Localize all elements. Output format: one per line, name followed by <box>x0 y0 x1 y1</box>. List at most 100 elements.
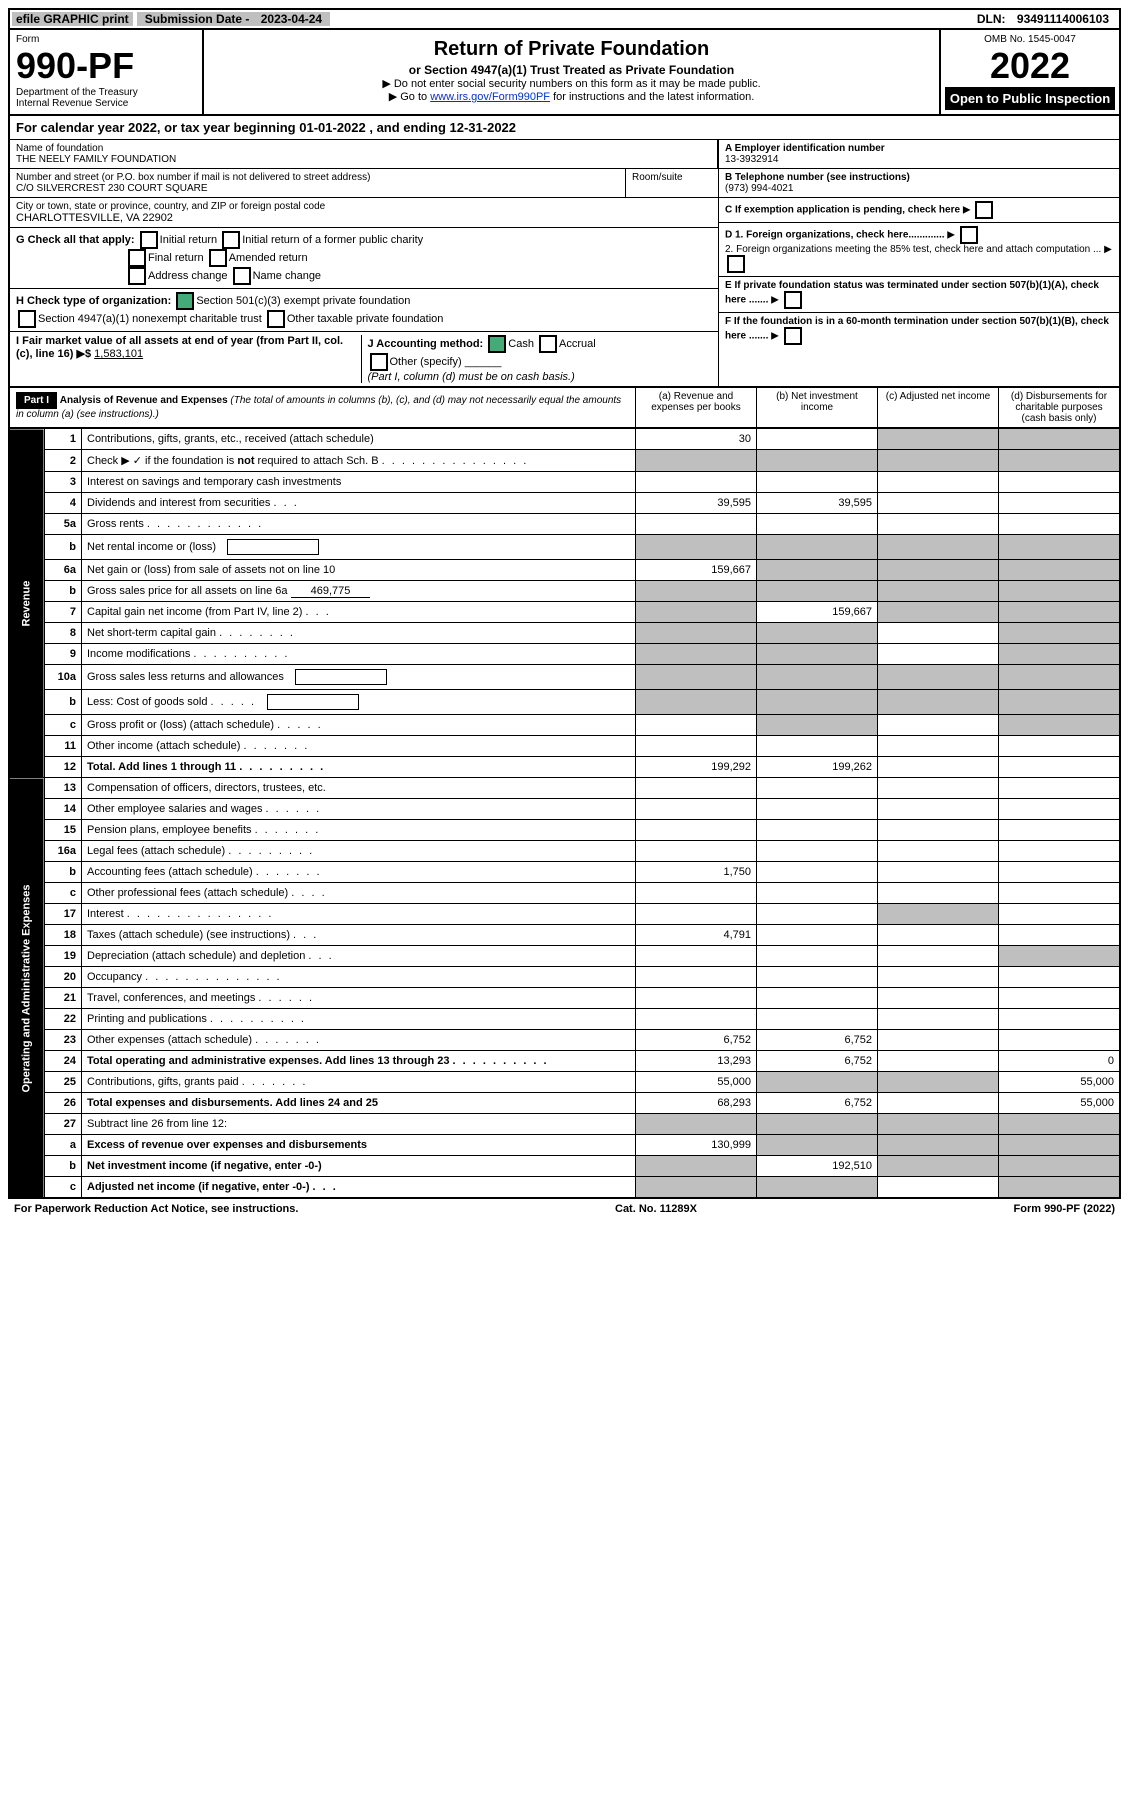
amount-cell <box>999 1114 1121 1135</box>
submission-date: Submission Date - 2023-04-24 <box>137 12 330 26</box>
amount-cell <box>999 665 1121 690</box>
line-number: 10a <box>45 665 82 690</box>
amount-cell: 199,292 <box>636 757 757 778</box>
line-description: Gross sales price for all assets on line… <box>82 581 636 602</box>
amount-cell <box>878 946 999 967</box>
table-row: 15Pension plans, employee benefits . . .… <box>9 820 1120 841</box>
table-row: 21Travel, conferences, and meetings . . … <box>9 988 1120 1009</box>
checkbox-terminated[interactable] <box>784 291 802 309</box>
tax-year: 2022 <box>945 45 1115 87</box>
table-row: 6aNet gain or (loss) from sale of assets… <box>9 560 1120 581</box>
amount-cell <box>878 820 999 841</box>
header-center: Return of Private Foundation or Section … <box>204 30 939 114</box>
table-row: Revenue1Contributions, gifts, grants, et… <box>9 429 1120 450</box>
amount-cell <box>636 1177 757 1199</box>
line-description: Taxes (attach schedule) (see instruction… <box>82 925 636 946</box>
amount-cell <box>636 472 757 493</box>
instr-1: ▶ Do not enter social security numbers o… <box>210 77 933 90</box>
checkbox-former-public[interactable] <box>222 231 240 249</box>
checkbox-name-change[interactable] <box>233 267 251 285</box>
checkbox-address-change[interactable] <box>128 267 146 285</box>
checkbox-foreign-org[interactable] <box>960 226 978 244</box>
amount-cell <box>878 690 999 715</box>
checkbox-4947a1[interactable] <box>18 310 36 328</box>
phone-value: (973) 994-4021 <box>725 183 793 194</box>
amount-cell <box>999 925 1121 946</box>
table-row: 5aGross rents . . . . . . . . . . . . <box>9 514 1120 535</box>
checkbox-final-return[interactable] <box>128 249 146 267</box>
amount-cell <box>878 560 999 581</box>
form-header: Form 990-PF Department of the Treasury I… <box>8 30 1121 116</box>
checkbox-accrual[interactable] <box>539 335 557 353</box>
amount-cell <box>636 665 757 690</box>
amount-cell <box>999 883 1121 904</box>
checkbox-initial-return[interactable] <box>140 231 158 249</box>
irs-link[interactable]: www.irs.gov/Form990PF <box>430 91 550 103</box>
table-row: 24Total operating and administrative exp… <box>9 1051 1120 1072</box>
checkbox-other-taxable[interactable] <box>267 310 285 328</box>
checkbox-60month[interactable] <box>784 327 802 345</box>
amount-cell <box>636 988 757 1009</box>
line-number: 12 <box>45 757 82 778</box>
amount-cell <box>757 778 878 799</box>
amount-cell <box>999 1030 1121 1051</box>
amount-cell <box>636 778 757 799</box>
room-label: Room/suite <box>632 172 712 183</box>
line-description: Capital gain net income (from Part IV, l… <box>82 602 636 623</box>
line-description: Less: Cost of goods sold . . . . . <box>82 690 636 715</box>
table-row: 12Total. Add lines 1 through 11 . . . . … <box>9 757 1120 778</box>
line-number: b <box>45 535 82 560</box>
amount-cell: 6,752 <box>757 1093 878 1114</box>
e-label: E If private foundation status was termi… <box>725 280 1099 306</box>
line-description: Depreciation (attach schedule) and deple… <box>82 946 636 967</box>
amount-cell <box>757 560 878 581</box>
amount-cell <box>757 690 878 715</box>
col-d-head: (d) Disbursements for charitable purpose… <box>998 388 1119 427</box>
fmv-value: 1,583,101 <box>94 348 143 360</box>
line-description: Gross profit or (loss) (attach schedule)… <box>82 715 636 736</box>
checkbox-cash[interactable] <box>488 335 506 353</box>
line-number: b <box>45 1156 82 1177</box>
checkbox-exemption-pending[interactable] <box>975 201 993 219</box>
amount-cell <box>999 967 1121 988</box>
amount-cell <box>636 514 757 535</box>
line-description: Pension plans, employee benefits . . . .… <box>82 820 636 841</box>
g-label: G Check all that apply: <box>16 234 135 246</box>
table-row: 19Depreciation (attach schedule) and dep… <box>9 946 1120 967</box>
amount-cell <box>757 841 878 862</box>
line-description: Income modifications . . . . . . . . . . <box>82 644 636 665</box>
amount-cell <box>636 690 757 715</box>
amount-cell: 199,262 <box>757 757 878 778</box>
amount-cell <box>636 1114 757 1135</box>
table-row: 8Net short-term capital gain . . . . . .… <box>9 623 1120 644</box>
amount-cell <box>999 493 1121 514</box>
line-description: Contributions, gifts, grants paid . . . … <box>82 1072 636 1093</box>
checkbox-501c3[interactable] <box>176 292 194 310</box>
col-a-head: (a) Revenue and expenses per books <box>635 388 756 427</box>
line-description: Net rental income or (loss) <box>82 535 636 560</box>
form-number: 990-PF <box>16 45 196 87</box>
checkbox-85pct[interactable] <box>727 255 745 273</box>
line-description: Net short-term capital gain . . . . . . … <box>82 623 636 644</box>
amount-cell: 1,750 <box>636 862 757 883</box>
amount-cell: 30 <box>636 429 757 450</box>
amount-cell <box>999 1156 1121 1177</box>
amount-cell <box>878 535 999 560</box>
amount-cell <box>999 514 1121 535</box>
table-row: 20Occupancy . . . . . . . . . . . . . . <box>9 967 1120 988</box>
line-number: 23 <box>45 1030 82 1051</box>
amount-cell <box>757 715 878 736</box>
amount-cell <box>878 581 999 602</box>
amount-cell <box>636 602 757 623</box>
amount-cell <box>999 778 1121 799</box>
table-row: cAdjusted net income (if negative, enter… <box>9 1177 1120 1199</box>
checkbox-other-method[interactable] <box>370 353 388 371</box>
amount-cell <box>636 644 757 665</box>
amount-cell <box>999 602 1121 623</box>
table-row: bGross sales price for all assets on lin… <box>9 581 1120 602</box>
checkbox-amended[interactable] <box>209 249 227 267</box>
d1-label: D 1. Foreign organizations, check here..… <box>725 230 945 241</box>
part1-title: Analysis of Revenue and Expenses <box>60 395 231 406</box>
amount-cell <box>757 535 878 560</box>
table-row: 16aLegal fees (attach schedule) . . . . … <box>9 841 1120 862</box>
